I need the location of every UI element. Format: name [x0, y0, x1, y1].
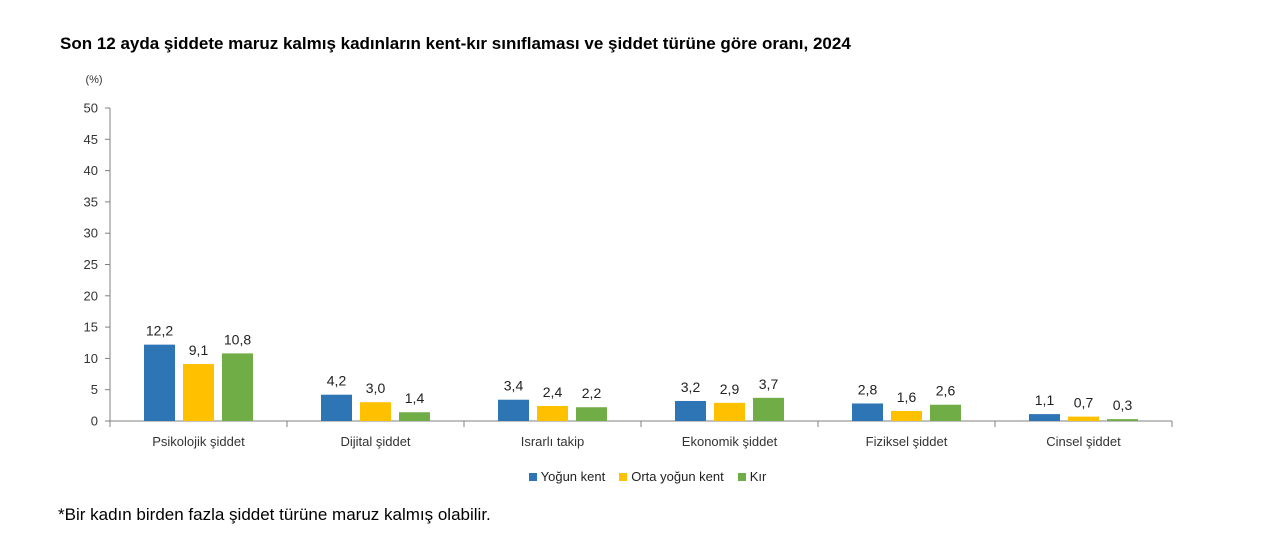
chart-title: Son 12 ayda şiddete maruz kalmış kadınla…	[60, 34, 851, 53]
bar	[222, 353, 253, 421]
data-label: 1,1	[1035, 392, 1055, 408]
legend-swatch	[619, 472, 628, 481]
y-axis-unit-label: (%)	[85, 74, 102, 86]
bar	[1029, 414, 1060, 421]
bar	[1107, 419, 1138, 421]
bar	[753, 397, 784, 421]
data-label: 2,4	[543, 384, 563, 400]
legend-label: Kır	[749, 469, 767, 484]
data-label: 3,2	[681, 379, 701, 395]
legend-swatch	[528, 472, 537, 481]
legend-label: Orta yoğun kent	[631, 469, 724, 484]
bar	[144, 344, 175, 421]
data-label: 2,9	[720, 381, 740, 397]
data-label: 0,7	[1074, 395, 1094, 411]
data-label: 2,2	[582, 385, 602, 401]
bar	[360, 402, 391, 421]
legend-swatch	[737, 472, 746, 481]
data-label: 12,2	[146, 323, 173, 339]
legend-item: Orta yoğun kent	[619, 469, 724, 484]
data-label: 0,3	[1113, 397, 1133, 413]
legend-label: Yoğun kent	[540, 469, 606, 484]
bar	[321, 394, 352, 421]
data-label: 1,4	[405, 390, 425, 406]
x-category-label: Fiziksel şiddet	[866, 434, 948, 449]
data-label: 4,2	[327, 373, 347, 389]
x-category-label: Ekonomik şiddet	[682, 434, 778, 449]
data-label: 3,4	[504, 378, 524, 394]
legend: Yoğun kent Orta yoğun kent Kır	[0, 469, 1280, 484]
y-tick-label: 35	[84, 194, 98, 209]
bar	[891, 410, 922, 421]
y-tick-label: 20	[84, 288, 98, 303]
y-tick-label: 0	[91, 414, 98, 429]
bar	[498, 399, 529, 421]
data-label: 10,8	[224, 331, 251, 347]
data-label: 3,0	[366, 380, 386, 396]
y-tick-label: 25	[84, 257, 98, 272]
y-tick-label: 45	[84, 132, 98, 147]
data-label: 9,1	[189, 342, 209, 358]
bar	[537, 405, 568, 421]
bar	[714, 402, 745, 421]
x-category-label: Psikolojik şiddet	[152, 434, 245, 449]
legend-item: Yoğun kent	[528, 469, 606, 484]
data-label: 2,8	[858, 381, 878, 397]
footnote: *Bir kadın birden fazla şiddet türüne ma…	[58, 505, 491, 524]
bar	[930, 404, 961, 421]
x-category-label: Cinsel şiddet	[1046, 434, 1121, 449]
x-category-label: Israrlı takip	[521, 434, 585, 449]
data-label: 3,7	[759, 376, 779, 392]
bar	[1068, 416, 1099, 421]
y-tick-label: 15	[84, 320, 98, 335]
data-label: 2,6	[936, 383, 956, 399]
bar	[576, 407, 607, 421]
y-tick-label: 40	[84, 163, 98, 178]
y-tick-label: 10	[84, 351, 98, 366]
bar	[852, 403, 883, 421]
bar	[399, 412, 430, 421]
y-tick-label: 50	[84, 101, 98, 116]
legend-item: Kır	[737, 469, 767, 484]
x-category-label: Dijital şiddet	[340, 434, 410, 449]
y-tick-label: 5	[91, 382, 98, 397]
bar	[183, 364, 214, 421]
y-tick-label: 30	[84, 226, 98, 241]
bar	[675, 400, 706, 421]
data-label: 1,6	[897, 389, 917, 405]
